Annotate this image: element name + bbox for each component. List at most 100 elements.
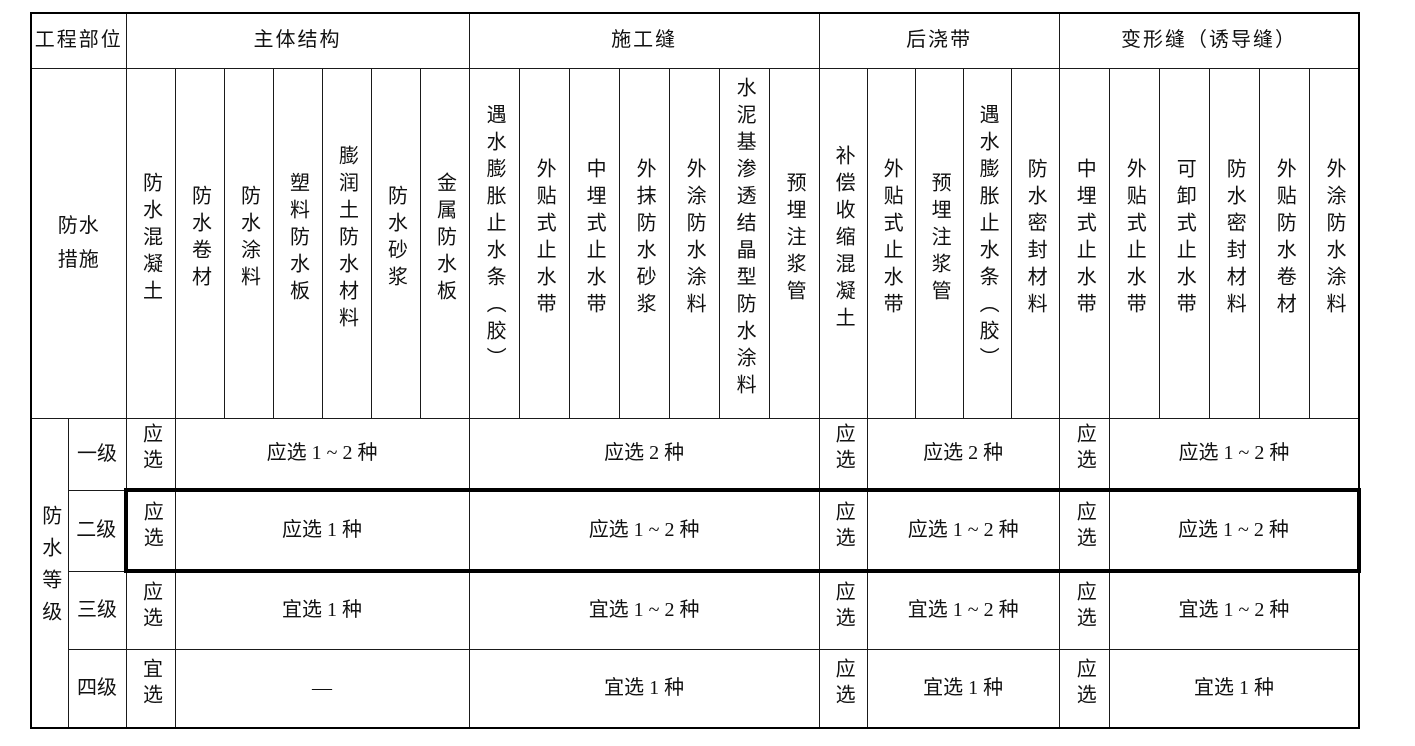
col-header-text: 防水密封材料 [1024, 158, 1047, 320]
cell-deform-first: 应选 [1058, 648, 1110, 729]
cell-text: 宜选 1 种 [282, 599, 363, 622]
cell-text: 应选 [832, 580, 855, 633]
cell-main-first: 应选 [125, 417, 176, 491]
col-header-shrinkage-compensating-concrete: 补偿收缩混凝土 [818, 67, 868, 419]
header-main-structure-label: 主体结构 [253, 29, 342, 52]
cell-strip-rest: 宜选 1 ~ 2 种 [866, 570, 1060, 650]
col-header-text: 预埋注浆管 [783, 171, 806, 307]
cell-deform-rest: 宜选 1 种 [1108, 648, 1360, 729]
cell-text: 应选 2 种 [923, 441, 1004, 464]
col-header-external-coating: 外涂防水涂料 [668, 67, 720, 419]
col-header-removable-waterstop: 可卸式止水带 [1158, 67, 1210, 419]
col-header-text: 遇水膨胀止水条（胶） [483, 104, 506, 374]
table-row-grade-4: 四级 宜选 — 宜选 1 种 应选 宜选 1 种 应选 宜选 1 种 [31, 648, 1360, 729]
col-header-text: 可卸式止水带 [1173, 158, 1196, 320]
measure-header-row: 防水措施 防水混凝土 防水卷材 防水涂料 塑料防水板 膨润土防水材料 防水砂浆 … [30, 67, 1360, 419]
col-header-bentonite-material: 膨润土防水材料 [321, 67, 372, 419]
cell-strip-rest: 应选 1 ~ 2 种 [866, 488, 1060, 573]
grade-label-cell: 三级 [67, 570, 127, 650]
col-header-external-coating-2: 外涂防水涂料 [1308, 67, 1360, 419]
cell-text: 应选 [1073, 500, 1096, 553]
waterproofing-measures-table: 工程部位 主体结构 施工缝 后浇带 变形缝（诱导缝） 防水措施 防水混凝土 防水… [30, 12, 1362, 729]
cell-text: 应选 [832, 658, 855, 711]
grade-group-label: 防水等级 [38, 504, 61, 633]
cell-text: 宜选 1 种 [604, 676, 685, 699]
header-deformation-joint: 变形缝（诱导缝） [1058, 12, 1360, 69]
header-construction-joint: 施工缝 [468, 12, 820, 69]
col-header-text: 外涂防水涂料 [683, 158, 706, 320]
cell-text: 应选 [832, 500, 855, 553]
col-header-waterproof-mortar: 防水砂浆 [370, 67, 421, 419]
cell-strip-first: 应选 [818, 488, 868, 573]
col-header-grouting-pipe-2: 预埋注浆管 [914, 67, 964, 419]
col-header-text: 水泥基渗透结晶型防水涂料 [733, 77, 756, 401]
header-post-cast-strip-label: 后浇带 [906, 29, 973, 52]
col-header-sealing-material: 防水密封材料 [1010, 67, 1060, 419]
col-header-external-mortar: 外抹防水砂浆 [618, 67, 670, 419]
cell-text: 宜选 1 种 [923, 676, 1004, 699]
col-header-text: 防水混凝土 [139, 171, 162, 307]
grade-label-cell: 四级 [67, 648, 127, 729]
section-title-row: 工程部位 主体结构 施工缝 后浇带 变形缝（诱导缝） [30, 12, 1360, 69]
col-header-grouting-pipe: 预埋注浆管 [768, 67, 820, 419]
cell-text: 应选 1 ~ 2 种 [1178, 441, 1290, 464]
cell-joint: 应选 2 种 [468, 417, 820, 491]
cell-joint: 宜选 1 种 [468, 648, 820, 729]
cell-text: 宜选 1 种 [1193, 676, 1274, 699]
col-header-text: 金属防水板 [433, 171, 456, 307]
cell-text: 宜选 1 ~ 2 种 [1178, 599, 1290, 622]
cell-strip-rest: 应选 2 种 [866, 417, 1060, 491]
col-header-text: 外贴式止水带 [880, 158, 903, 320]
header-deformation-joint-label: 变形缝（诱导缝） [1120, 29, 1297, 52]
col-header-text: 防水密封材料 [1223, 158, 1246, 320]
cell-deform-first: 应选 [1058, 488, 1110, 573]
cell-deform-rest: 应选 1 ~ 2 种 [1108, 488, 1362, 573]
cell-text: 应选 [139, 580, 162, 633]
cell-text: 应选 [1073, 580, 1096, 633]
table-row-grade-2-highlighted: 二级 应选 应选 1 种 应选 1 ~ 2 种 应选 应选 1 ~ 2 种 应选… [31, 488, 1362, 573]
cell-main-first: 应选 [124, 488, 176, 573]
cell-deform-rest: 宜选 1 ~ 2 种 [1108, 570, 1360, 650]
grade-group-cell: 防水等级 [30, 417, 69, 729]
cell-strip-rest: 宜选 1 种 [866, 648, 1060, 729]
col-header-text: 中埋式止水带 [1073, 158, 1096, 320]
col-header-external-waterstop: 外贴式止水带 [518, 67, 570, 419]
cell-deform-rest: 应选 1 ~ 2 种 [1108, 417, 1360, 491]
cell-main-rest: 应选 1 种 [174, 488, 470, 573]
header-project-part: 工程部位 [30, 12, 127, 69]
col-header-waterproof-sheet: 防水卷材 [174, 67, 225, 419]
col-header-waterproof-coating: 防水涂料 [223, 67, 274, 419]
col-header-metal-waterproof-board: 金属防水板 [419, 67, 470, 419]
cell-deform-first: 应选 [1058, 570, 1110, 650]
header-waterproof-measures: 防水措施 [30, 67, 127, 419]
col-header-text: 中埋式止水带 [583, 158, 606, 320]
col-header-text: 外涂防水涂料 [1322, 158, 1345, 320]
cell-text: 应选 [140, 500, 163, 553]
col-header-text: 防水砂浆 [384, 185, 407, 293]
header-project-part-label: 工程部位 [34, 29, 123, 52]
cell-main-rest: 宜选 1 种 [174, 570, 470, 650]
grade-label-cell: 二级 [67, 489, 127, 572]
cell-main-first: 应选 [125, 570, 176, 650]
table-row-grade-3: 三级 应选 宜选 1 种 宜选 1 ~ 2 种 应选 宜选 1 ~ 2 种 应选… [31, 570, 1360, 650]
col-header-external-waterstop-3: 外贴式止水带 [1108, 67, 1160, 419]
cell-text: 应选 1 种 [282, 519, 363, 541]
col-header-sealing-material-2: 防水密封材料 [1208, 67, 1260, 419]
cell-text: 应选 1 ~ 2 种 [907, 519, 1019, 541]
grade-label: 四级 [77, 676, 117, 699]
cell-text: 应选 [139, 423, 162, 476]
cell-strip-first: 应选 [818, 570, 868, 650]
cell-joint: 宜选 1 ~ 2 种 [468, 570, 820, 650]
cell-text: 应选 [1073, 423, 1096, 476]
cell-text: 宜选 1 ~ 2 种 [907, 599, 1019, 622]
grade-label: 一级 [77, 442, 117, 465]
col-header-text: 补偿收缩混凝土 [832, 144, 855, 334]
col-header-text: 遇水膨胀止水条（胶） [976, 104, 999, 374]
col-header-waterproof-concrete: 防水混凝土 [125, 67, 176, 419]
col-header-external-sheet: 外贴防水卷材 [1258, 67, 1310, 419]
cell-text: 应选 1 ~ 2 种 [588, 519, 700, 541]
col-header-external-waterstop-2: 外贴式止水带 [866, 67, 916, 419]
cell-text: 应选 1 ~ 2 种 [1178, 519, 1289, 541]
col-header-text: 外贴防水卷材 [1273, 158, 1296, 320]
